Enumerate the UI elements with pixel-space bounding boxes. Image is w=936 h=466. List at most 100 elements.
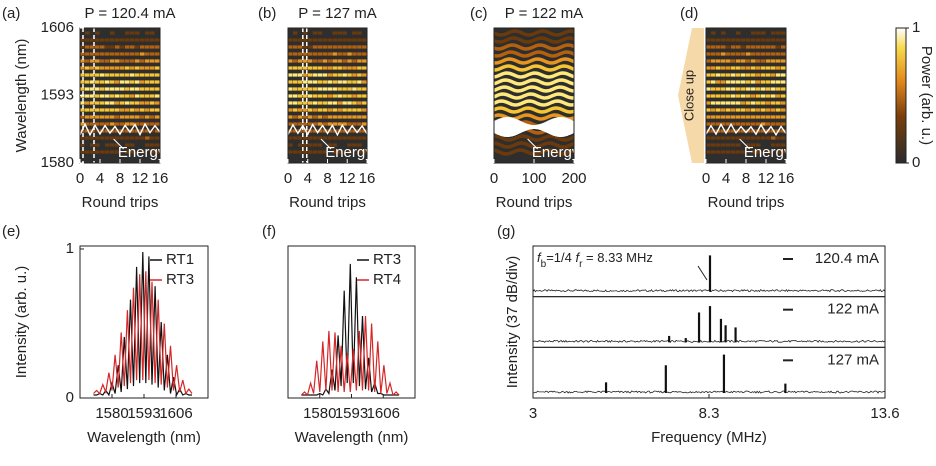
heatmap-stripe (297, 38, 303, 42)
heatmap-stripe (140, 122, 145, 126)
heatmap-stripe (297, 108, 303, 112)
heatmap-stripe (155, 38, 160, 42)
heatmap-stripe (90, 122, 95, 126)
heatmap-stripe (756, 73, 761, 77)
heatmap-stripe (110, 108, 115, 112)
heatmap-stripe (352, 129, 357, 133)
heatmap-stripe (292, 52, 298, 56)
heatmap-stripe (292, 73, 298, 77)
heatmap-stripe (721, 66, 726, 70)
heatmap-stripe (751, 122, 756, 126)
heatmap-stripe (110, 31, 115, 35)
x-tick-label: 12 (132, 170, 149, 187)
heatmap-stripe (125, 150, 130, 154)
heatmap-stripe (726, 150, 731, 154)
heatmap-stripe (342, 73, 347, 77)
heatmap-stripe (80, 143, 85, 147)
heatmap-stripe (145, 45, 150, 49)
heatmap-stripe (771, 38, 776, 42)
x-axis-label: Wavelength (nm) (295, 429, 409, 446)
heatmap-stripe (135, 66, 140, 70)
heatmap-stripe (776, 59, 781, 63)
heatmap-stripe (135, 38, 140, 42)
heatmap-stripe (352, 59, 357, 63)
heatmap-stripe (312, 80, 318, 84)
annotation-part: = 8.33 MHz (582, 250, 652, 265)
heatmap-stripe (726, 45, 731, 49)
heatmap-stripe (292, 80, 298, 84)
heatmap-stripe (746, 143, 751, 147)
heatmap-stripe (312, 101, 318, 105)
heatmap-stripe (726, 94, 731, 98)
heatmap-stripe (342, 87, 347, 91)
heatmap-stripe (493, 36, 575, 44)
heatmap-stripe (130, 45, 135, 49)
heatmap-stripe (337, 122, 342, 126)
heatmap-stripe (357, 150, 362, 154)
heatmap-stripe (307, 108, 313, 112)
heatmap-stripe (302, 122, 308, 126)
heatmap-stripe (322, 66, 328, 70)
heatmap-stripe (85, 80, 90, 84)
heatmap-stripe (307, 52, 313, 56)
annotation-arrow (739, 138, 750, 150)
heatmap-stripe (751, 143, 756, 147)
heatmap-stripe (736, 108, 741, 112)
heatmap-stripe (100, 136, 105, 140)
heatmap-stripe (155, 87, 160, 91)
x-tick-label: 8.3 (699, 405, 720, 422)
heatmap-stripe (140, 73, 145, 77)
heatmap-stripe (105, 101, 110, 105)
x-axis-label: Round trips (82, 194, 159, 211)
heatmap-stripe (302, 108, 308, 112)
heatmap-stripe (288, 87, 293, 91)
heatmap-stripe (711, 129, 716, 133)
heatmap-stripe (781, 45, 786, 49)
heatmap-stripe (493, 43, 575, 51)
panel-title: P = 120.4 mA (84, 5, 175, 22)
heatmap-stripe (292, 115, 298, 119)
heatmap-stripe (145, 66, 150, 70)
heatmap-stripe (135, 87, 140, 91)
heatmap-stripe (721, 31, 726, 35)
heatmap-stripe (312, 52, 318, 56)
heatmap-stripe (322, 80, 328, 84)
heatmap-stripe (312, 73, 318, 77)
heatmap-stripe (711, 87, 716, 91)
heatmap-stripe (288, 38, 293, 42)
heatmap-stripe (288, 150, 293, 154)
heatmap-stripe (342, 101, 347, 105)
heatmap-stripe (706, 143, 711, 147)
heatmap-stripe (347, 108, 352, 112)
heatmap-stripe (135, 94, 140, 98)
heatmap-stripe (756, 45, 761, 49)
heatmap-stripe (302, 143, 308, 147)
heatmap-stripe (771, 87, 776, 91)
heatmap-stripe (342, 66, 347, 70)
heatmap-stripe (357, 122, 362, 126)
heatmap-stripe (307, 94, 313, 98)
heatmap-stripe (317, 80, 323, 84)
heatmap-stripe (95, 80, 100, 84)
heatmap-stripe (756, 31, 761, 35)
heatmap-stripe (85, 101, 90, 105)
heatmap-stripe (766, 115, 771, 119)
heatmap-stripe (357, 115, 362, 119)
heatmap-stripe (95, 122, 100, 126)
heatmap-stripe (751, 150, 756, 154)
heatmap-stripe (736, 143, 741, 147)
heatmap-stripe (307, 59, 313, 63)
heatmap-stripe (297, 66, 303, 70)
heatmap-stripe (317, 122, 323, 126)
heatmap-stripe (85, 136, 90, 140)
heatmap-stripe (746, 66, 751, 70)
heatmap-stripe (80, 59, 85, 63)
heatmap-stripe (130, 52, 135, 56)
panel-label: (g) (497, 223, 515, 240)
heatmap-stripe (357, 66, 362, 70)
heatmap-stripe (105, 143, 110, 147)
heatmap-stripe (145, 122, 150, 126)
heatmap-stripe (736, 150, 741, 154)
heatmap-stripe (90, 87, 95, 91)
heatmap-stripe (721, 122, 726, 126)
